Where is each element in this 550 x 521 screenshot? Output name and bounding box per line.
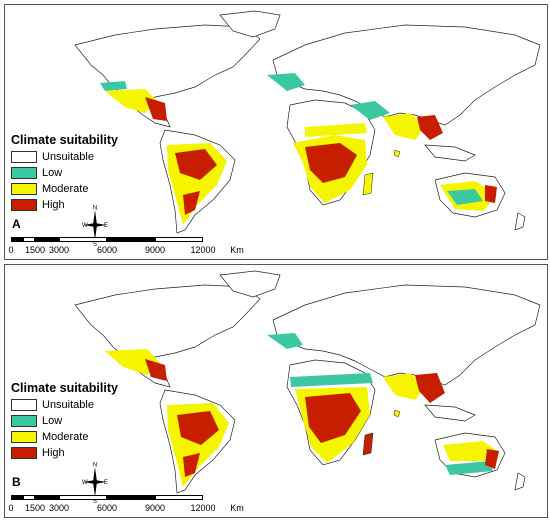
eurasia (272, 284, 541, 386)
scale-bar-a: 0 1500 3000 6000 9000 12000 Km (8, 233, 251, 257)
legend-item-low: Low (11, 165, 118, 181)
greenland (219, 270, 281, 298)
legend-label: High (42, 447, 65, 459)
scale-tick: 1500 (24, 503, 46, 513)
legend-item-unsuitable: Unsuitable (11, 149, 118, 165)
suitability-high (145, 359, 499, 477)
legend-item-high: High (11, 197, 118, 213)
swatch-moderate (11, 431, 37, 443)
scale-unit: Km (230, 245, 244, 255)
scale-tick: 3000 (48, 503, 70, 513)
greenland (219, 10, 281, 38)
scale-tick: 9000 (144, 503, 166, 513)
compass-w: W (82, 223, 88, 229)
scale-labels: 0 1500 3000 6000 9000 12000 Km (8, 245, 251, 257)
swatch-unsuitable (11, 151, 37, 163)
scale-tick: 6000 (96, 503, 118, 513)
swatch-low (11, 167, 37, 179)
legend-label: Moderate (42, 183, 89, 195)
map-panel-a: Climate suitability Unsuitable Low Moder… (4, 4, 548, 260)
legend-label: Low (42, 415, 63, 427)
scale-labels: 0 1500 3000 6000 9000 12000 Km (8, 503, 251, 515)
panel-label-a: A (12, 217, 21, 231)
legend-item-unsuitable: Unsuitable (11, 397, 118, 413)
scale-tick: 12000 (190, 245, 216, 255)
north-america (74, 24, 261, 106)
north-arrow-icon: N S W E (82, 206, 108, 247)
world-map-a (74, 10, 541, 234)
legend-a: Climate suitability Unsuitable Low Moder… (11, 133, 118, 213)
legend-b: Climate suitability Unsuitable Low Moder… (11, 381, 118, 461)
panel-label-b: B (12, 475, 21, 489)
legend-label: High (42, 199, 65, 211)
sri-lanka (393, 149, 401, 158)
north-america (74, 284, 261, 366)
legend-title: Climate suitability (11, 133, 118, 147)
sri-lanka (393, 409, 401, 418)
legend-item-moderate: Moderate (11, 181, 118, 197)
new-zealand (514, 472, 526, 491)
north-arrow-icon: N S W E (82, 463, 108, 504)
madagascar (362, 432, 374, 456)
scale-tick: 12000 (190, 503, 216, 513)
eurasia (272, 24, 541, 126)
suitability-low (267, 333, 493, 475)
compass-n: N (93, 463, 97, 469)
legend-item-high: High (11, 445, 118, 461)
legend-label: Unsuitable (42, 399, 94, 411)
scale-unit: Km (230, 503, 244, 513)
map-panel-b: Climate suitability Unsuitable Low Moder… (4, 264, 548, 518)
legend-label: Unsuitable (42, 151, 94, 163)
scale-tick: 3000 (48, 245, 70, 255)
swatch-moderate (11, 183, 37, 195)
new-zealand (514, 212, 526, 231)
swatch-unsuitable (11, 399, 37, 411)
scale-bar-b: 0 1500 3000 6000 9000 12000 Km (8, 491, 251, 515)
scale-tick: 9000 (144, 245, 166, 255)
scale-tick: 6000 (96, 245, 118, 255)
swatch-high (11, 447, 37, 459)
compass-e: E (104, 223, 108, 229)
legend-item-moderate: Moderate (11, 429, 118, 445)
scale-segments (11, 237, 251, 242)
legend-item-low: Low (11, 413, 118, 429)
suitability-low (100, 73, 483, 205)
legend-label: Moderate (42, 431, 89, 443)
compass-n: N (93, 206, 97, 212)
indonesia (424, 404, 476, 422)
scale-tick: 0 (8, 245, 14, 255)
compass-s: S (93, 499, 97, 503)
swatch-low (11, 415, 37, 427)
scale-segments (11, 495, 251, 500)
compass-s: S (93, 242, 97, 246)
scale-tick: 0 (8, 503, 14, 513)
world-map-b (74, 270, 541, 494)
legend-title: Climate suitability (11, 381, 118, 395)
compass-w: W (82, 480, 88, 486)
compass-e: E (104, 480, 108, 486)
madagascar (362, 172, 374, 196)
suitability-high (145, 97, 497, 215)
scale-tick: 1500 (24, 245, 46, 255)
legend-label: Low (42, 167, 63, 179)
indonesia (424, 144, 476, 162)
swatch-high (11, 199, 37, 211)
